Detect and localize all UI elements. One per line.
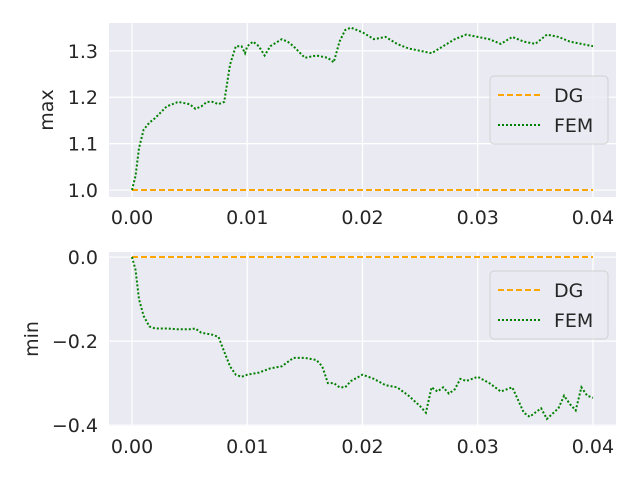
min-y-tick-label: 0.0 xyxy=(68,247,98,269)
min-x-tick-label: 0.03 xyxy=(457,436,499,458)
max-legend-fem-label: FEM xyxy=(554,115,593,137)
max-x-tick-labels: 0.00 0.01 0.02 0.03 0.04 xyxy=(111,207,614,229)
max-y-tick-label: 1.3 xyxy=(68,41,98,63)
max-x-tick-label: 0.00 xyxy=(111,207,153,229)
max-y-tick-label: 1.2 xyxy=(68,87,98,109)
max-y-tick-labels: 1.0 1.1 1.2 1.3 xyxy=(68,41,98,202)
min-x-tick-labels: 0.00 0.01 0.02 0.03 0.04 xyxy=(111,436,614,458)
max-legend: DG FEM xyxy=(489,75,609,145)
max-y-axis-label: max xyxy=(36,89,58,130)
min-legend-fem-label: FEM xyxy=(554,310,593,332)
min-y-tick-label: −0.4 xyxy=(52,415,98,437)
min-x-tick-label: 0.00 xyxy=(111,436,153,458)
max-legend-frame xyxy=(489,75,609,145)
min-y-tick-labels: 0.0 −0.2 −0.4 xyxy=(52,247,98,437)
max-x-tick-label: 0.03 xyxy=(457,207,499,229)
max-series-fem-line xyxy=(131,26,594,191)
min-legend-dg-label: DG xyxy=(554,280,583,302)
min-series-lines xyxy=(131,256,594,421)
min-chart: 0.00 0.01 0.02 0.03 0.04 0.0 −0.2 −0.4 min DG … xyxy=(21,247,616,458)
max-y-tick-label: 1.0 xyxy=(68,180,98,202)
min-y-tick-label: −0.2 xyxy=(52,331,98,353)
max-x-tick-label: 0.04 xyxy=(572,207,614,229)
min-series-fem-line xyxy=(131,256,594,421)
max-y-tick-label: 1.1 xyxy=(68,134,98,156)
min-legend-frame xyxy=(489,270,609,340)
min-legend: DG FEM xyxy=(489,270,609,340)
min-y-axis-label: min xyxy=(21,321,43,357)
max-x-tick-label: 0.01 xyxy=(226,207,268,229)
max-x-tick-label: 0.02 xyxy=(341,207,383,229)
max-chart: 0.00 0.01 0.02 0.03 0.04 1.0 1.1 1.2 1.3 max DG… xyxy=(36,23,616,229)
max-legend-dg-label: DG xyxy=(554,85,583,107)
min-x-tick-label: 0.04 xyxy=(572,436,614,458)
min-x-tick-label: 0.01 xyxy=(226,436,268,458)
min-x-tick-label: 0.02 xyxy=(341,436,383,458)
max-series-lines xyxy=(131,26,594,191)
